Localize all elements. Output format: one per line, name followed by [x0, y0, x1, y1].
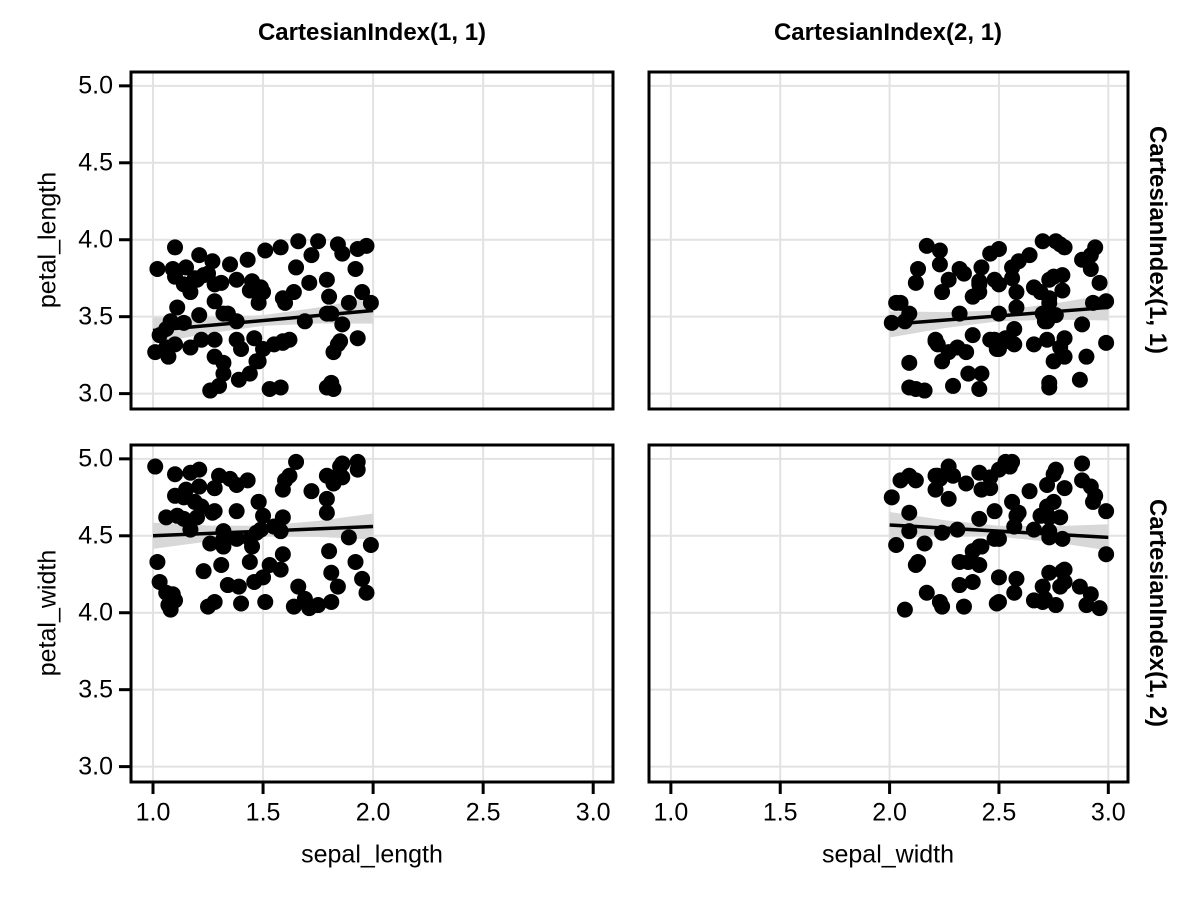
panel-r0-c1: [647, 70, 1130, 411]
panel-r0-c0: [119, 70, 615, 411]
col-title-1: CartesianIndex(1, 1): [257, 19, 487, 46]
y-tick-label: 3.5: [78, 675, 113, 704]
panel-frame: [647, 70, 1130, 411]
row-label-2: CartesianIndex(1, 2): [1144, 498, 1171, 728]
scatter-points: [883, 453, 1115, 618]
scatter-points: [147, 453, 379, 618]
y-axis-label-top: petal_length: [33, 171, 62, 309]
y-tick-label: 3.0: [78, 752, 113, 781]
scatter-points: [883, 233, 1115, 399]
x-axis-label-left: sepal_length: [301, 840, 443, 869]
x-axis-label-right: sepal_width: [821, 840, 955, 869]
y-tick-label: 4.0: [78, 225, 113, 254]
y-tick-label: 4.0: [78, 598, 113, 627]
x-tick-label: 2.0: [355, 798, 391, 827]
panel-r1-c1: [647, 443, 1130, 794]
y-tick-label: 5.0: [78, 71, 113, 100]
panel-r1-c0: [119, 443, 615, 794]
y-axis-label-bottom: petal_width: [33, 549, 62, 677]
x-tick-label: 1.5: [762, 798, 798, 827]
y-tick-label: 3.5: [78, 302, 113, 331]
x-tick-label: 3.0: [575, 798, 611, 827]
col-title-2: CartesianIndex(2, 1): [773, 19, 1003, 46]
scatter-points: [147, 233, 379, 399]
x-tick-label: 1.5: [245, 798, 281, 827]
y-tick-label: 4.5: [78, 521, 113, 550]
y-tick-label: 3.0: [78, 379, 113, 408]
tick-marks: [119, 84, 131, 396]
gridlines: [131, 445, 613, 782]
x-tick-label: 2.0: [872, 798, 907, 827]
y-tick-label: 5.0: [78, 444, 113, 473]
row-label-1: CartesianIndex(1, 1): [1144, 125, 1171, 355]
tick-marks: [119, 457, 595, 794]
tick-marks: [669, 782, 1110, 794]
x-tick-label: 1.0: [653, 798, 689, 827]
y-tick-label: 4.5: [78, 148, 113, 177]
x-tick-label: 2.5: [981, 798, 1017, 827]
x-tick-label: 2.5: [465, 798, 501, 827]
x-tick-label: 3.0: [1090, 798, 1126, 827]
x-tick-label: 1.0: [135, 798, 171, 827]
